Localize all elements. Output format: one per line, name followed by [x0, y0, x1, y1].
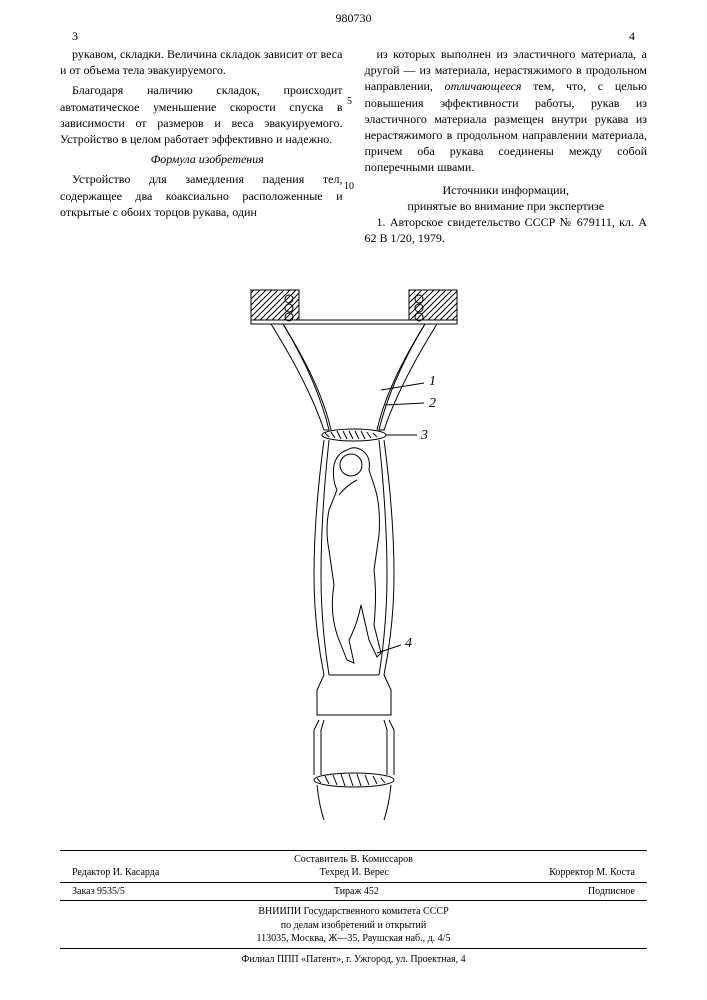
right-p1b: отличающееся: [445, 79, 522, 93]
sources-line2: принятые во внимание при экспертизе: [407, 199, 604, 213]
callout-3: 3: [420, 428, 428, 443]
document-number: 980730: [336, 10, 372, 26]
figure: 1 2 3 4: [229, 285, 479, 829]
footer-org2: по делам изобретений и открытий: [281, 920, 427, 931]
reference: 1. Авторское свидетельство СССР № 679111…: [365, 214, 648, 246]
callout-4: 4: [405, 636, 412, 651]
footer-r2-left: Редактор И. Касарда: [72, 866, 159, 880]
footer-r3-left: Заказ 9535/5: [72, 885, 125, 899]
footer: Составитель В. Комиссаров Редактор И. Ка…: [60, 848, 647, 967]
right-column: из которых выполнен из эластичного матер…: [365, 46, 648, 250]
footer-r3-center: Тираж 452: [334, 885, 379, 899]
footer-branch: Филиал ППП «Патент», г. Ужгород, ул. Про…: [60, 953, 647, 967]
footer-r3-right: Подписное: [588, 885, 635, 899]
left-p2: Благодаря наличию складок, происходит ав…: [60, 82, 343, 147]
footer-org1: ВНИИПИ Государственного комитета СССР: [258, 906, 448, 917]
footer-row3: Заказ 9535/5 Тираж 452 Подписное: [60, 885, 647, 899]
footer-r2-right: Корректор М. Коста: [549, 866, 635, 880]
footer-r1-center: Составитель В. Комиссаров: [294, 853, 413, 867]
footer-row2: Редактор И. Касарда Техред И. Верес Корр…: [60, 866, 647, 880]
footer-org: ВНИИПИ Государственного комитета СССР по…: [60, 905, 647, 946]
page-number-left: 3: [72, 28, 78, 44]
right-p1c: тем, что, с целью повышения эффективност…: [365, 79, 648, 174]
right-p1: из которых выполнен из эластичного матер…: [365, 46, 648, 176]
formula-title: Формула изобретения: [60, 151, 343, 167]
callout-2: 2: [429, 396, 436, 411]
diagram-svg: 1 2 3 4: [229, 285, 479, 825]
callout-1: 1: [429, 374, 436, 389]
footer-row1: Составитель В. Комиссаров: [60, 853, 647, 867]
text-columns: рукавом, складки. Величина складок завис…: [60, 46, 647, 250]
sources-title: Источники информации, принятые во вниман…: [365, 182, 648, 214]
left-p1: рукавом, складки. Величина складок завис…: [60, 46, 343, 78]
page-number-right: 4: [629, 28, 635, 44]
footer-r2-center: Техред И. Верес: [320, 866, 389, 880]
sources-line1: Источники информации,: [443, 183, 569, 197]
left-p3: Устройство для замедления падения тел, с…: [60, 171, 343, 220]
footer-addr1: 113035, Москва, Ж—35, Раушская наб., д. …: [257, 933, 451, 944]
left-column: рукавом, складки. Величина складок завис…: [60, 46, 343, 250]
